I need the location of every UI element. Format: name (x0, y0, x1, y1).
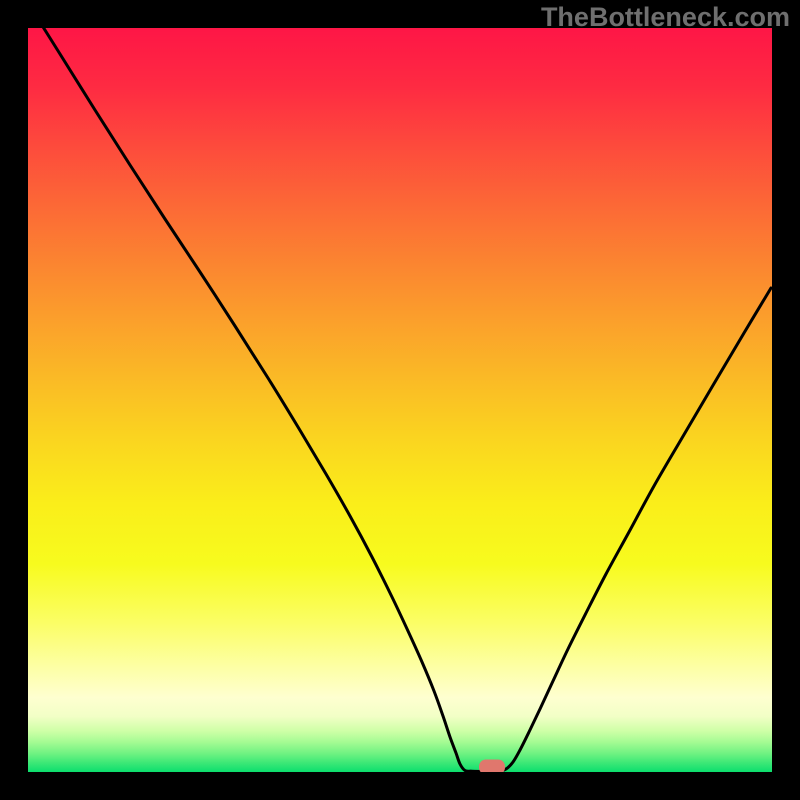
plot-area (28, 28, 772, 772)
min-marker (479, 760, 505, 773)
chart-svg (28, 28, 772, 772)
chart-frame: TheBottleneck.com (0, 0, 800, 800)
watermark-text: TheBottleneck.com (541, 2, 790, 33)
gradient-background (28, 28, 772, 772)
